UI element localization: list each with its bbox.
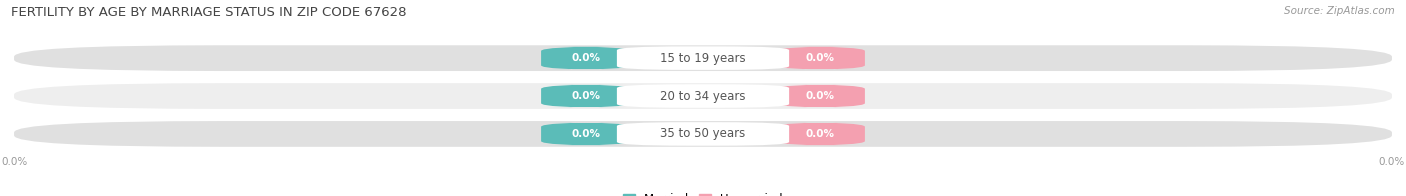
FancyBboxPatch shape — [775, 122, 865, 146]
Text: Source: ZipAtlas.com: Source: ZipAtlas.com — [1284, 6, 1395, 16]
FancyBboxPatch shape — [541, 46, 631, 70]
Text: 0.0%: 0.0% — [806, 129, 835, 139]
FancyBboxPatch shape — [617, 122, 789, 146]
Text: 35 to 50 years: 35 to 50 years — [661, 127, 745, 140]
FancyBboxPatch shape — [14, 121, 1392, 147]
FancyBboxPatch shape — [14, 45, 1392, 71]
Text: 0.0%: 0.0% — [806, 91, 835, 101]
FancyBboxPatch shape — [541, 122, 631, 146]
Text: 20 to 34 years: 20 to 34 years — [661, 90, 745, 103]
FancyBboxPatch shape — [617, 84, 789, 108]
Text: 0.0%: 0.0% — [571, 91, 600, 101]
Legend: Married, Unmarried: Married, Unmarried — [623, 193, 783, 196]
Text: FERTILITY BY AGE BY MARRIAGE STATUS IN ZIP CODE 67628: FERTILITY BY AGE BY MARRIAGE STATUS IN Z… — [11, 6, 406, 19]
FancyBboxPatch shape — [775, 84, 865, 108]
Text: 0.0%: 0.0% — [571, 53, 600, 63]
FancyBboxPatch shape — [14, 83, 1392, 109]
FancyBboxPatch shape — [775, 46, 865, 70]
FancyBboxPatch shape — [617, 46, 789, 70]
Text: 15 to 19 years: 15 to 19 years — [661, 52, 745, 65]
Text: 0.0%: 0.0% — [806, 53, 835, 63]
Text: 0.0%: 0.0% — [571, 129, 600, 139]
FancyBboxPatch shape — [541, 84, 631, 108]
